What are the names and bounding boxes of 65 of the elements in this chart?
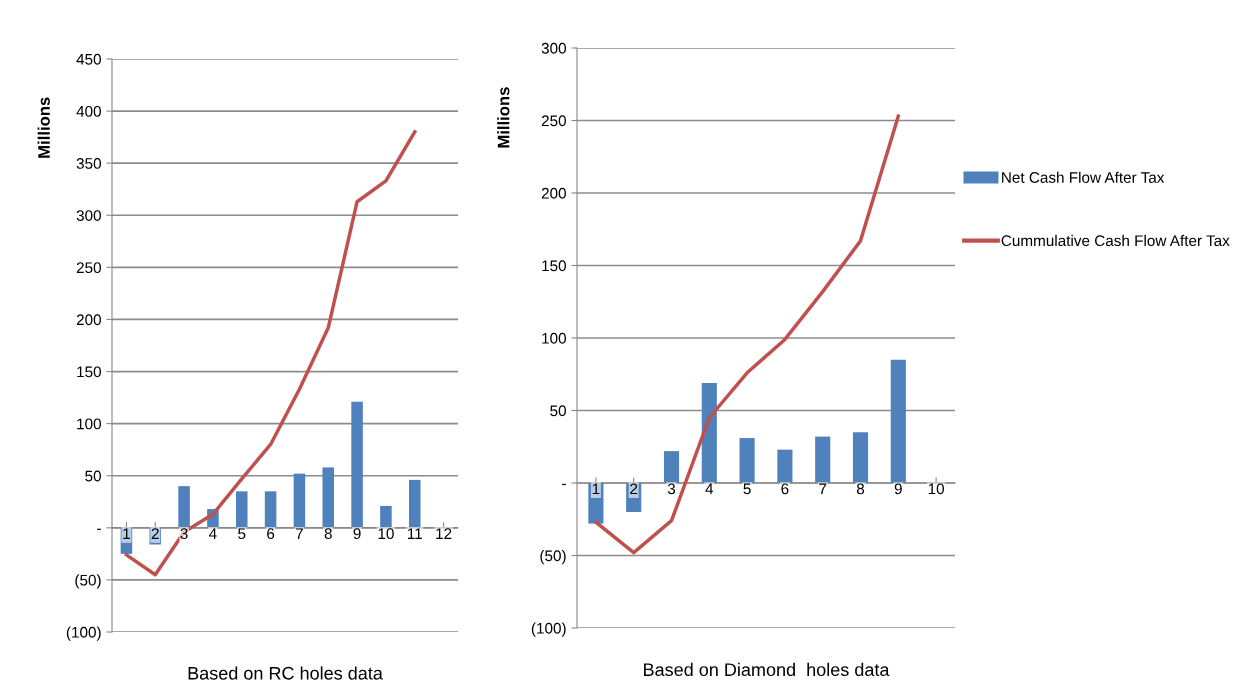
bar <box>739 438 755 483</box>
x-tick-label: 6 <box>781 483 789 495</box>
y-tick-label: 100 <box>77 418 101 430</box>
x-tick-label: 9 <box>894 483 902 495</box>
y-tick-label: 200 <box>76 314 101 326</box>
x-tick-label: 7 <box>295 528 303 539</box>
bar <box>890 359 906 483</box>
x-tick-label: 12 <box>436 528 452 539</box>
y-tick-label: 150 <box>542 260 566 272</box>
bar <box>701 382 717 483</box>
x-axis-title: Based on Diamond holes data <box>644 662 890 677</box>
x-tick-label: 4 <box>209 528 217 539</box>
y-tick-label: 300 <box>541 42 566 54</box>
bar <box>293 473 306 528</box>
y-tick-label: 450 <box>76 53 101 65</box>
bar <box>663 451 680 483</box>
bar <box>178 486 190 528</box>
x-tick-label: 11 <box>407 528 422 539</box>
y-tick-label: (100) <box>531 622 566 637</box>
x-tick-label: 7 <box>819 483 827 495</box>
x-tick-label: 6 <box>267 528 275 540</box>
y-tick-label: - <box>562 483 566 486</box>
y-tick-label: 250 <box>541 115 566 127</box>
y-tick-label: 300 <box>76 210 101 221</box>
bar <box>120 527 133 554</box>
bar <box>322 467 335 528</box>
x-tick-label: 10 <box>928 483 944 495</box>
x-tick-label: 2 <box>151 528 159 539</box>
y-tick-label: 350 <box>76 158 101 169</box>
y-tick-label: 250 <box>76 262 101 274</box>
bar <box>235 491 248 528</box>
y-tick-label: 50 <box>550 405 566 417</box>
x-tick-label: 3 <box>180 528 188 540</box>
y-tick-label: 150 <box>77 366 101 378</box>
y-tick-label: (50) <box>540 549 566 565</box>
x-tick-label: 2 <box>630 483 638 495</box>
x-tick-label: 5 <box>238 528 246 540</box>
bar <box>815 436 831 483</box>
y-tick-label: 50 <box>85 470 101 482</box>
y-axis-title: Millions <box>497 87 510 148</box>
x-tick-label: 3 <box>667 483 676 495</box>
y-tick-label: 200 <box>541 187 566 199</box>
x-tick-label: 5 <box>743 483 751 495</box>
x-tick-label: 8 <box>324 528 332 540</box>
x-tick-label: 10 <box>378 528 394 540</box>
x-tick-label: 9 <box>353 528 361 540</box>
x-axis-title: Based on RC holes data <box>188 666 383 680</box>
legend-label: Cummulative Cash Flow After Tax <box>1001 234 1230 247</box>
bar <box>351 401 363 528</box>
bar <box>852 432 869 483</box>
bar <box>777 449 793 483</box>
x-tick-label: 4 <box>705 483 714 495</box>
legend-label: Net Cash Flow After Tax <box>1002 171 1165 183</box>
line-series <box>594 114 901 555</box>
x-tick-label: 8 <box>856 483 865 495</box>
x-tick-label: 1 <box>123 528 130 539</box>
y-tick-label: 400 <box>76 105 101 117</box>
x-tick-label: 1 <box>592 483 600 495</box>
y-axis-title: Millions <box>37 97 50 158</box>
bar <box>264 491 277 528</box>
y-tick-label: 100 <box>542 332 566 344</box>
bar <box>588 483 604 524</box>
y-tick-label: - <box>97 528 101 530</box>
y-tick-label: (50) <box>75 574 101 589</box>
y-tick-label: (100) <box>66 626 101 641</box>
